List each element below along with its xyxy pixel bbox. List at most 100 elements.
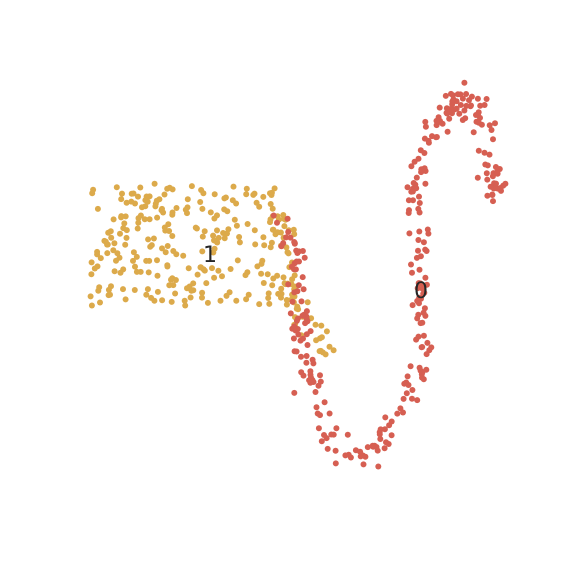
point-cluster-1	[215, 267, 222, 274]
point-cluster-0	[310, 360, 317, 367]
point-cluster-1	[147, 243, 154, 250]
point-cluster-0	[429, 133, 435, 140]
point-cluster-1	[87, 293, 94, 300]
point-cluster-0	[298, 298, 305, 305]
point-cluster-1	[145, 269, 152, 276]
point-cluster-0	[408, 163, 415, 170]
point-cluster-1	[221, 235, 228, 242]
point-cluster-1	[260, 193, 267, 200]
point-cluster-1	[199, 289, 206, 296]
point-cluster-1	[154, 288, 161, 295]
point-cluster-1	[330, 347, 337, 354]
point-cluster-0	[487, 183, 494, 190]
cluster-label-1: 1	[203, 243, 217, 268]
point-cluster-1	[211, 245, 218, 252]
point-cluster-1	[111, 268, 118, 275]
point-cluster-1	[172, 290, 179, 297]
point-cluster-1	[231, 216, 238, 223]
point-cluster-0	[315, 425, 322, 432]
point-cluster-1	[143, 291, 150, 298]
point-cluster-0	[409, 387, 416, 393]
point-cluster-0	[298, 369, 305, 376]
point-cluster-0	[285, 281, 292, 288]
point-cluster-1	[88, 302, 95, 309]
point-cluster-1	[270, 275, 277, 282]
point-cluster-1	[134, 225, 141, 232]
point-cluster-1	[166, 228, 173, 234]
point-cluster-0	[444, 128, 451, 135]
point-cluster-1	[161, 224, 168, 231]
point-cluster-1	[198, 187, 205, 193]
point-cluster-0	[494, 168, 501, 175]
point-cluster-1	[117, 230, 123, 237]
point-cluster-1	[122, 241, 129, 248]
point-cluster-0	[413, 174, 420, 181]
point-cluster-0	[303, 308, 310, 315]
point-cluster-0	[404, 373, 411, 380]
point-cluster-0	[422, 180, 429, 187]
point-cluster-1	[260, 234, 267, 241]
point-cluster-1	[211, 191, 218, 198]
point-cluster-1	[143, 193, 150, 200]
point-cluster-1	[173, 205, 180, 211]
point-cluster-1	[281, 223, 288, 230]
point-cluster-0	[304, 318, 311, 325]
point-cluster-1	[144, 286, 151, 293]
point-cluster-0	[409, 395, 415, 402]
point-cluster-0	[381, 445, 388, 452]
point-cluster-0	[413, 185, 420, 192]
point-cluster-0	[433, 134, 440, 140]
point-cluster-1	[243, 191, 250, 198]
cluster-label-0: 0	[414, 279, 428, 304]
point-cluster-1	[259, 257, 266, 264]
point-cluster-1	[159, 297, 166, 304]
point-cluster-1	[267, 219, 273, 226]
point-cluster-0	[285, 229, 292, 235]
point-cluster-1	[252, 241, 259, 248]
point-cluster-1	[169, 211, 176, 218]
point-cluster-0	[420, 309, 427, 316]
point-cluster-0	[421, 150, 428, 156]
point-cluster-1	[269, 205, 276, 212]
point-cluster-0	[419, 285, 426, 292]
point-cluster-1	[236, 234, 243, 240]
points-layer	[87, 79, 509, 470]
point-cluster-1	[153, 197, 160, 204]
point-cluster-1	[137, 184, 144, 191]
point-cluster-1	[244, 269, 251, 276]
point-cluster-0	[298, 353, 304, 360]
point-cluster-0	[293, 348, 300, 355]
point-cluster-1	[181, 297, 188, 304]
point-cluster-1	[133, 253, 140, 260]
point-cluster-1	[219, 273, 225, 280]
point-cluster-1	[283, 244, 290, 251]
point-cluster-1	[285, 250, 292, 257]
point-cluster-0	[415, 237, 422, 243]
point-cluster-0	[425, 139, 432, 146]
point-cluster-0	[454, 91, 461, 98]
point-cluster-0	[377, 426, 384, 433]
point-cluster-1	[168, 276, 174, 283]
point-cluster-1	[128, 198, 135, 205]
point-cluster-0	[330, 431, 337, 438]
point-cluster-1	[119, 190, 125, 197]
point-cluster-1	[283, 301, 290, 308]
point-cluster-1	[110, 216, 117, 223]
point-cluster-1	[97, 255, 104, 262]
point-cluster-0	[410, 197, 416, 204]
point-cluster-0	[456, 110, 463, 117]
point-cluster-0	[406, 230, 413, 237]
point-cluster-1	[194, 271, 201, 278]
point-cluster-0	[408, 261, 414, 268]
point-cluster-1	[217, 297, 224, 304]
point-cluster-1	[260, 280, 267, 286]
point-cluster-1	[220, 230, 227, 236]
point-cluster-0	[375, 463, 382, 470]
point-cluster-0	[287, 234, 294, 241]
point-cluster-1	[146, 257, 153, 264]
point-cluster-1	[245, 291, 252, 298]
point-cluster-0	[416, 193, 422, 200]
point-cluster-1	[211, 274, 218, 281]
point-cluster-1	[172, 277, 179, 283]
point-cluster-1	[180, 252, 187, 259]
